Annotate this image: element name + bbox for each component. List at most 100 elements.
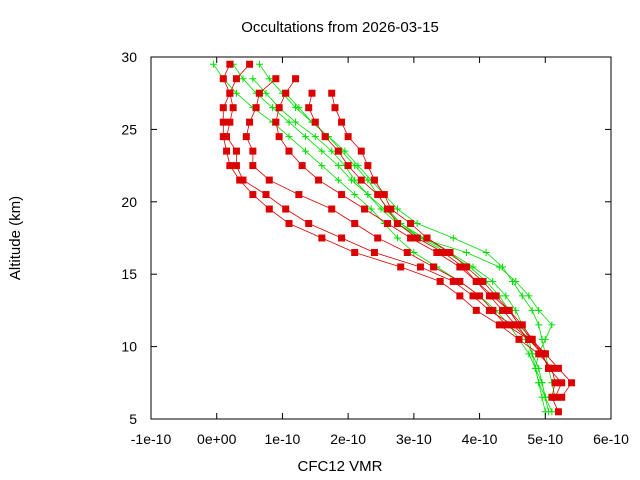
x-tick-label: 3e-10 [396,431,432,447]
red-profile-5 [305,89,553,372]
data-point-square [489,306,497,314]
data-point-plus [525,292,533,300]
data-point-square [364,162,372,170]
red-profile-1-line [222,63,559,412]
data-point-square [554,408,562,416]
data-point-square [472,306,480,314]
data-point-square [308,89,316,97]
data-point-plus [255,60,263,68]
data-point-square [328,89,336,97]
data-point-square [232,75,240,83]
data-point-plus [318,162,326,170]
data-point-square [255,89,263,97]
green-profile-3-line [259,63,556,398]
data-point-plus [292,118,300,126]
data-point-square [226,162,234,170]
data-point-square [321,133,329,141]
data-point-square [407,234,415,242]
data-point-square [384,220,392,228]
data-point-square [219,118,227,126]
data-point-plus [334,162,342,170]
chart-title: Occultations from 2026-03-15 [241,19,439,36]
data-point-square [374,191,382,199]
plot-frame [150,56,612,420]
data-point-square [311,118,319,126]
data-point-plus [364,176,372,184]
data-point-square [262,191,270,199]
x-tick-label: 0e+00 [197,431,237,447]
data-point-square [331,104,339,112]
data-point-square [272,75,280,83]
data-point-square [370,176,378,184]
data-point-square [361,205,369,213]
data-point-square [439,248,447,256]
data-point-square [505,306,513,314]
data-point-plus [535,321,543,329]
data-point-plus [410,248,418,256]
data-point-plus [367,205,375,213]
data-point-plus [285,118,293,126]
data-point-square [344,133,352,141]
data-point-plus [541,335,549,343]
y-tick-label: 15 [121,266,137,282]
data-point-plus [269,104,277,112]
data-point-square [305,220,313,228]
data-point-plus [413,220,421,228]
data-point-plus [262,89,270,97]
series-layer [209,60,576,416]
data-point-plus [377,205,385,213]
data-point-plus [535,379,543,387]
data-point-square [226,118,234,126]
data-point-square [334,147,342,155]
red-profile-2 [219,60,576,401]
data-point-square [397,263,405,271]
data-point-square [446,248,454,256]
x-tick-label: 5e-10 [527,431,563,447]
data-point-plus [265,75,273,83]
data-point-plus [311,133,319,141]
data-point-plus [301,133,309,141]
data-point-square [502,321,510,329]
green-profile-2 [229,60,556,416]
data-point-plus [528,350,536,358]
data-point-square [374,234,382,242]
data-point-square [338,118,346,126]
y-tick-label: 5 [129,411,137,427]
data-point-square [495,321,503,329]
data-point-square [275,133,283,141]
data-point-square [315,176,323,184]
data-point-plus [301,147,309,155]
data-point-square [393,220,401,228]
data-point-square [462,263,470,271]
data-point-square [407,220,415,228]
red-profile-6 [328,89,549,358]
data-point-plus [512,277,520,285]
data-point-square [282,89,290,97]
data-point-square [528,335,536,343]
data-point-square [265,205,273,213]
data-point-square [485,292,493,300]
data-point-plus [285,133,293,141]
data-point-plus [334,176,342,184]
data-point-square [541,350,549,358]
x-axis-label: CFC12 VMR [297,458,382,475]
data-point-square [338,234,346,242]
data-point-square [515,335,523,343]
data-point-square [558,393,566,401]
axis-layer: -1e-10 0e+00 1e-10 2e-10 3e-10 4e-10 5e-10 6e-1… [121,49,629,447]
data-point-square [232,162,240,170]
data-point-square [456,292,464,300]
data-point-square [229,104,237,112]
data-point-square [551,379,559,387]
data-point-square [295,191,303,199]
y-tick-label: 20 [121,194,137,210]
data-point-square [223,147,231,155]
data-point-square [469,292,477,300]
green-profile-4-line [252,78,553,398]
data-point-plus [232,89,240,97]
data-point-square [357,147,365,155]
data-point-plus [328,147,336,155]
data-point-square [472,277,480,285]
data-point-plus [449,234,457,242]
